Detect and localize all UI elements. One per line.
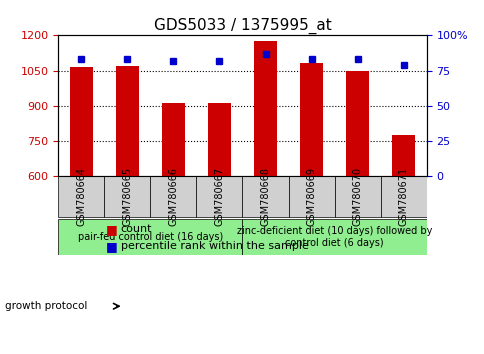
- FancyBboxPatch shape: [58, 219, 242, 255]
- Bar: [162, 103, 184, 176]
- Title: GDS5033 / 1375995_at: GDS5033 / 1375995_at: [153, 18, 331, 34]
- FancyBboxPatch shape: [380, 176, 426, 217]
- Text: GSM780670: GSM780670: [352, 167, 362, 226]
- Text: GSM780666: GSM780666: [168, 167, 178, 226]
- Text: count: count: [121, 224, 152, 234]
- FancyBboxPatch shape: [150, 176, 196, 217]
- FancyBboxPatch shape: [104, 176, 150, 217]
- Bar: [70, 67, 92, 176]
- Text: zinc-deficient diet (10 days) followed by
control diet (6 days): zinc-deficient diet (10 days) followed b…: [237, 226, 431, 248]
- Bar: [346, 70, 368, 176]
- Text: growth protocol: growth protocol: [5, 301, 87, 311]
- Bar: [208, 103, 230, 176]
- Text: percentile rank within the sample: percentile rank within the sample: [121, 241, 308, 251]
- Bar: [300, 63, 322, 176]
- FancyBboxPatch shape: [242, 219, 426, 255]
- FancyBboxPatch shape: [334, 176, 380, 217]
- Text: GSM780665: GSM780665: [122, 167, 132, 226]
- FancyBboxPatch shape: [58, 176, 104, 217]
- Bar: [392, 135, 414, 176]
- Text: GSM780664: GSM780664: [76, 167, 86, 226]
- Bar: [116, 66, 138, 176]
- FancyBboxPatch shape: [242, 176, 288, 217]
- Text: GSM780669: GSM780669: [306, 167, 316, 226]
- Text: ■: ■: [106, 223, 118, 236]
- Bar: [254, 41, 276, 176]
- Text: ■: ■: [106, 240, 118, 253]
- Text: GSM780668: GSM780668: [260, 167, 270, 226]
- FancyBboxPatch shape: [196, 176, 242, 217]
- Text: GSM780667: GSM780667: [214, 167, 224, 226]
- Text: pair-fed control diet (16 days): pair-fed control diet (16 days): [77, 232, 223, 242]
- Text: GSM780671: GSM780671: [398, 167, 408, 226]
- FancyBboxPatch shape: [288, 176, 334, 217]
